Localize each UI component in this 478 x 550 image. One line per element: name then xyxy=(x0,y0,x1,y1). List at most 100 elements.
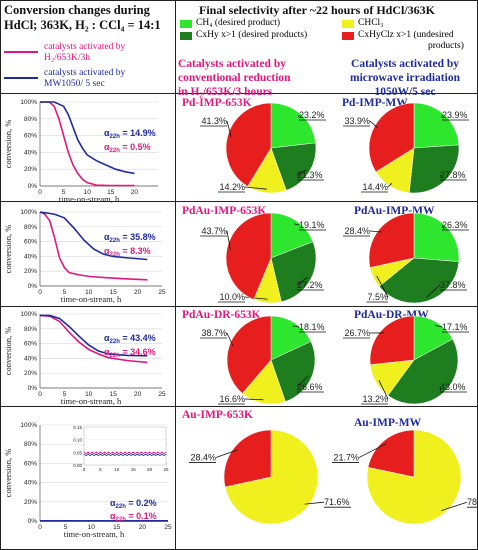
pie-value-label: 28.4% xyxy=(190,453,216,463)
pie-slice-cxhyclz xyxy=(368,212,415,268)
conversion-annotation: α22h = 34.6% xyxy=(104,347,156,359)
pie-value-label: 26.7% xyxy=(344,328,370,338)
y-tick-label: 100% xyxy=(20,422,37,429)
pie-slice-ch4 xyxy=(270,315,312,361)
x-tick-label: 10 xyxy=(88,524,96,531)
x-tick-label: 15 xyxy=(113,524,121,531)
pie-leader-line xyxy=(226,332,234,347)
sel-ch4: CH₄ (desired product) xyxy=(196,18,281,28)
inset-x-tick: 15 xyxy=(131,467,137,472)
pie-value-label: 7.5% xyxy=(367,292,388,302)
x-tick-label: 20 xyxy=(139,524,147,531)
y-tick-label: 80% xyxy=(24,116,37,123)
y-tick-label: 80% xyxy=(24,224,37,231)
pie-slice-ch4 xyxy=(413,102,460,149)
y-tick-label: 20% xyxy=(24,370,37,377)
pie-value-label: 23.9% xyxy=(442,110,468,120)
conversion-annotation: α22h = 35.8% xyxy=(104,232,156,244)
series-blue-line xyxy=(40,101,135,175)
inset-frame xyxy=(83,426,167,466)
pie-slice-cxhy xyxy=(270,241,317,303)
pie-title: Au-IMP-653K xyxy=(182,409,253,421)
pie-value-label: 21.7% xyxy=(333,453,359,463)
pie-value-label: 78.3% xyxy=(467,497,478,507)
inset-x-tick: 20 xyxy=(147,467,153,472)
pie-leader-line xyxy=(226,120,232,137)
y-tick-label: 20% xyxy=(24,268,37,275)
x-tick-label: 25 xyxy=(158,289,166,296)
pie-value-label: 38.7% xyxy=(201,328,227,338)
x-axis-label: time-on-stream, h xyxy=(61,396,122,406)
x-tick-label: 5 xyxy=(63,289,67,296)
pie-value-label: 27.8% xyxy=(440,170,466,180)
pie-slice-cxhyclz xyxy=(225,212,272,300)
y-tick-label: 40% xyxy=(24,253,37,260)
x-tick-label: 20 xyxy=(134,289,142,296)
conversion-chart-pdau-imp: 0% 20% 40% 60% 80% 100% 0 5 10 15 20 25 time-on-stre… xyxy=(3,209,166,304)
y-tick-label: 80% xyxy=(24,326,37,333)
pie-value-label: 18.1% xyxy=(299,322,325,332)
sel-cxhy: CxHy x>1 (desired products) xyxy=(196,30,308,40)
pie-leader-line xyxy=(296,276,308,286)
x-tick-label: 5 xyxy=(62,189,66,196)
pie-leader-line xyxy=(296,375,309,388)
col-conv-l2: conventional reduction xyxy=(178,72,291,84)
header-title-line2: HdCl; 363K, H₂ : CCl₄ = 14:1 xyxy=(4,18,161,32)
pie-slice-cxhyclz xyxy=(225,102,272,187)
pie-slice-ch4 xyxy=(413,315,454,361)
pie-leader-line xyxy=(294,223,300,226)
pie-title: PdAu-DR-653K xyxy=(182,309,261,321)
pie-leader-line xyxy=(378,379,389,400)
y-tick-label: 100% xyxy=(20,99,37,106)
pie-leader-line xyxy=(369,120,379,129)
pie-leader-line xyxy=(439,386,441,391)
y-tick-label: 20% xyxy=(24,499,37,506)
sel-cxhycl: CxHyClz x>1 (undesired xyxy=(358,30,454,40)
y-tick-label: 80% xyxy=(24,441,37,448)
col-conv-l3: in H₂/653K/3 hours xyxy=(178,86,273,98)
conversion-chart-pd-imp: 0% 20% 40% 60% 80% 100% 0 5 10 15 20 time-on-stream… xyxy=(3,99,158,204)
y-tick-label: 0% xyxy=(28,183,38,190)
x-tick-label: 0 xyxy=(38,289,42,296)
pie-title: PdAu-IMP-653K xyxy=(182,205,266,217)
legend-red-text: catalysts activated by H₂/653K/3h xyxy=(44,42,125,64)
y-tick-label: 0% xyxy=(28,283,38,290)
col-mw-l3: 1050W/5 sec xyxy=(374,86,436,98)
series-blue-line xyxy=(40,314,148,357)
y-tick-label: 60% xyxy=(24,239,37,246)
inset-y-tick: 0.15 xyxy=(73,425,82,430)
conversion-annotation: α22h = 0.1% xyxy=(110,511,157,523)
inset-y-tick: 0.10 xyxy=(73,438,82,443)
y-tick-label: 20% xyxy=(24,166,37,173)
y-tick-label: 40% xyxy=(24,480,37,487)
pie-value-label: 23.2% xyxy=(299,110,325,120)
swatch-chcl3 xyxy=(342,20,354,28)
inset-red-line xyxy=(83,451,167,455)
pie-value-label: 14.4% xyxy=(362,182,388,192)
col-mw-l1: Catalysts activated by xyxy=(351,58,459,70)
sel-cxhycl2: products) xyxy=(428,41,464,51)
x-tick-label: 0 xyxy=(38,524,42,531)
legend-blue-l2: MW1050/ 5 sec xyxy=(44,79,105,89)
conversion-annotation: α22h = 0.2% xyxy=(110,498,157,510)
x-tick-label: 15 xyxy=(107,189,115,196)
pie-value-label: 21.3% xyxy=(297,170,323,180)
pie-slice-chcl3 xyxy=(241,359,286,405)
x-tick-label: 0 xyxy=(38,391,42,398)
pie-leader-line xyxy=(292,325,300,328)
y-tick-label: 60% xyxy=(24,460,37,467)
pie-title: Au-IMP-MW xyxy=(354,417,422,429)
x-tick-label: 10 xyxy=(85,289,93,296)
y-tick-label: 60% xyxy=(24,133,37,140)
conversion-chart-pdau-dr: 0% 20% 40% 60% 80% 100% 0 5 10 15 20 25 time-on-stre… xyxy=(3,311,166,406)
conversion-annotation: α22h = 14.9% xyxy=(104,128,156,140)
pie-value-label: 16.6% xyxy=(219,394,245,404)
pie-slice-cxhy xyxy=(270,142,317,191)
x-tick-label: 20 xyxy=(131,189,139,196)
pie-leader-line xyxy=(226,230,231,250)
y-axis-label: conversion, % xyxy=(3,449,13,498)
pie-title: Pd-IMP-MW xyxy=(342,97,408,109)
pie-value-label: 43.0% xyxy=(440,382,466,392)
x-tick-label: 25 xyxy=(164,524,172,531)
series-red-line xyxy=(39,211,148,281)
